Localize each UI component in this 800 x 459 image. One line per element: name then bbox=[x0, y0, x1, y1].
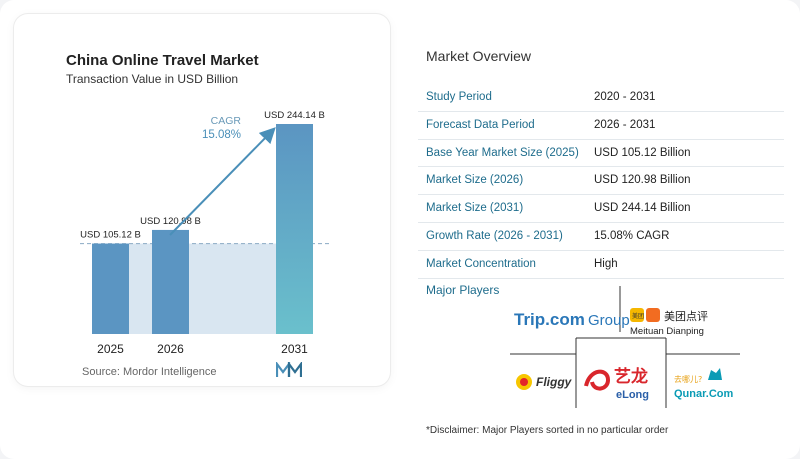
overview-row-label: Market Size (2031) bbox=[426, 202, 524, 215]
svg-text:去哪儿?: 去哪儿? bbox=[674, 374, 702, 384]
overview-row-label: Market Size (2026) bbox=[426, 174, 524, 187]
major-players-logos: Trip.com Group 美团 美团点评 Meituan Dianping … bbox=[510, 286, 740, 408]
disclaimer: *Disclaimer: Major Players sorted in no … bbox=[426, 425, 669, 436]
svg-text:Meituan Dianping: Meituan Dianping bbox=[630, 326, 704, 337]
chart-subtitle: Transaction Value in USD Billion bbox=[66, 72, 239, 86]
x-tick-label: 2026 bbox=[157, 342, 184, 356]
overview-row: Market Concentration High bbox=[418, 251, 784, 279]
data-label: USD 244.14 B bbox=[264, 110, 325, 121]
bar-chart: USD 105.12 B 2025 USD 120.98 B 2026 USD 244.… bbox=[80, 110, 330, 356]
overview-title: Market Overview bbox=[426, 48, 532, 64]
overview-row-value: High bbox=[594, 257, 618, 270]
overview-row-value: USD 244.14 Billion bbox=[594, 202, 691, 215]
chart-title: China Online Travel Market bbox=[66, 52, 259, 69]
svg-text:Qunar.Com: Qunar.Com bbox=[674, 388, 734, 400]
svg-text:美团: 美团 bbox=[632, 312, 644, 320]
major-players-title: Major Players bbox=[426, 283, 500, 297]
svg-text:艺龙: 艺龙 bbox=[614, 366, 648, 387]
overview-row-label: Growth Rate (2026 - 2031) bbox=[426, 229, 563, 242]
overview-row-value: USD 105.12 Billion bbox=[594, 146, 691, 159]
elong-logo: 艺龙 eLong bbox=[584, 366, 649, 401]
qunar-logo: 去哪儿? Qunar.Com bbox=[674, 368, 734, 400]
overview-row: Study Period 2020 - 2031 bbox=[418, 84, 784, 112]
bar-2031 bbox=[276, 124, 313, 334]
svg-text:Fliggy: Fliggy bbox=[536, 375, 573, 389]
overview-row-label: Market Concentration bbox=[426, 257, 536, 270]
cagr-value: 15.08% bbox=[202, 129, 241, 141]
overview-row-value: USD 120.98 Billion bbox=[594, 174, 691, 187]
meituan-dianping-logo: 美团 美团点评 Meituan Dianping bbox=[630, 308, 708, 337]
bar-2026 bbox=[152, 229, 189, 334]
overview-row-label: Forecast Data Period bbox=[426, 118, 535, 131]
trip-com-logo: Trip.com Group bbox=[514, 310, 630, 329]
market-overview-table: Study Period 2020 - 2031 Forecast Data Per… bbox=[418, 84, 784, 279]
x-tick-label: 2025 bbox=[97, 342, 124, 356]
fliggy-logo: Fliggy bbox=[516, 374, 573, 390]
source-note: Source: Mordor Intelligence bbox=[82, 366, 217, 378]
overview-row-value: 2026 - 2031 bbox=[594, 118, 656, 131]
overview-row: Market Size (2031) USD 244.14 Billion bbox=[418, 195, 784, 223]
svg-text:美团点评: 美团点评 bbox=[664, 310, 708, 323]
bar-2025 bbox=[92, 243, 129, 334]
mordor-logo-icon bbox=[276, 362, 302, 377]
cagr-label: CAGR bbox=[211, 115, 242, 127]
svg-text:Group: Group bbox=[588, 312, 630, 329]
data-label: USD 105.12 B bbox=[80, 230, 141, 241]
overview-row-value: 2020 - 2031 bbox=[594, 91, 656, 103]
overview-row-label: Base Year Market Size (2025) bbox=[426, 146, 579, 159]
overview-row: Growth Rate (2026 - 2031) 15.08% CAGR bbox=[418, 223, 784, 251]
data-label: USD 120.98 B bbox=[140, 216, 201, 227]
overview-row-label: Study Period bbox=[426, 91, 492, 103]
svg-text:Trip.com: Trip.com bbox=[514, 310, 585, 329]
cagr-arrow bbox=[169, 127, 276, 236]
svg-text:eLong: eLong bbox=[616, 389, 649, 401]
overview-row: Base Year Market Size (2025) USD 105.12 B… bbox=[418, 140, 784, 168]
overview-row: Forecast Data Period 2026 - 2031 bbox=[418, 112, 784, 140]
overview-row: Market Size (2026) USD 120.98 Billion bbox=[418, 167, 784, 196]
x-tick-label: 2031 bbox=[281, 342, 308, 356]
overview-row-value: 15.08% CAGR bbox=[594, 229, 670, 242]
